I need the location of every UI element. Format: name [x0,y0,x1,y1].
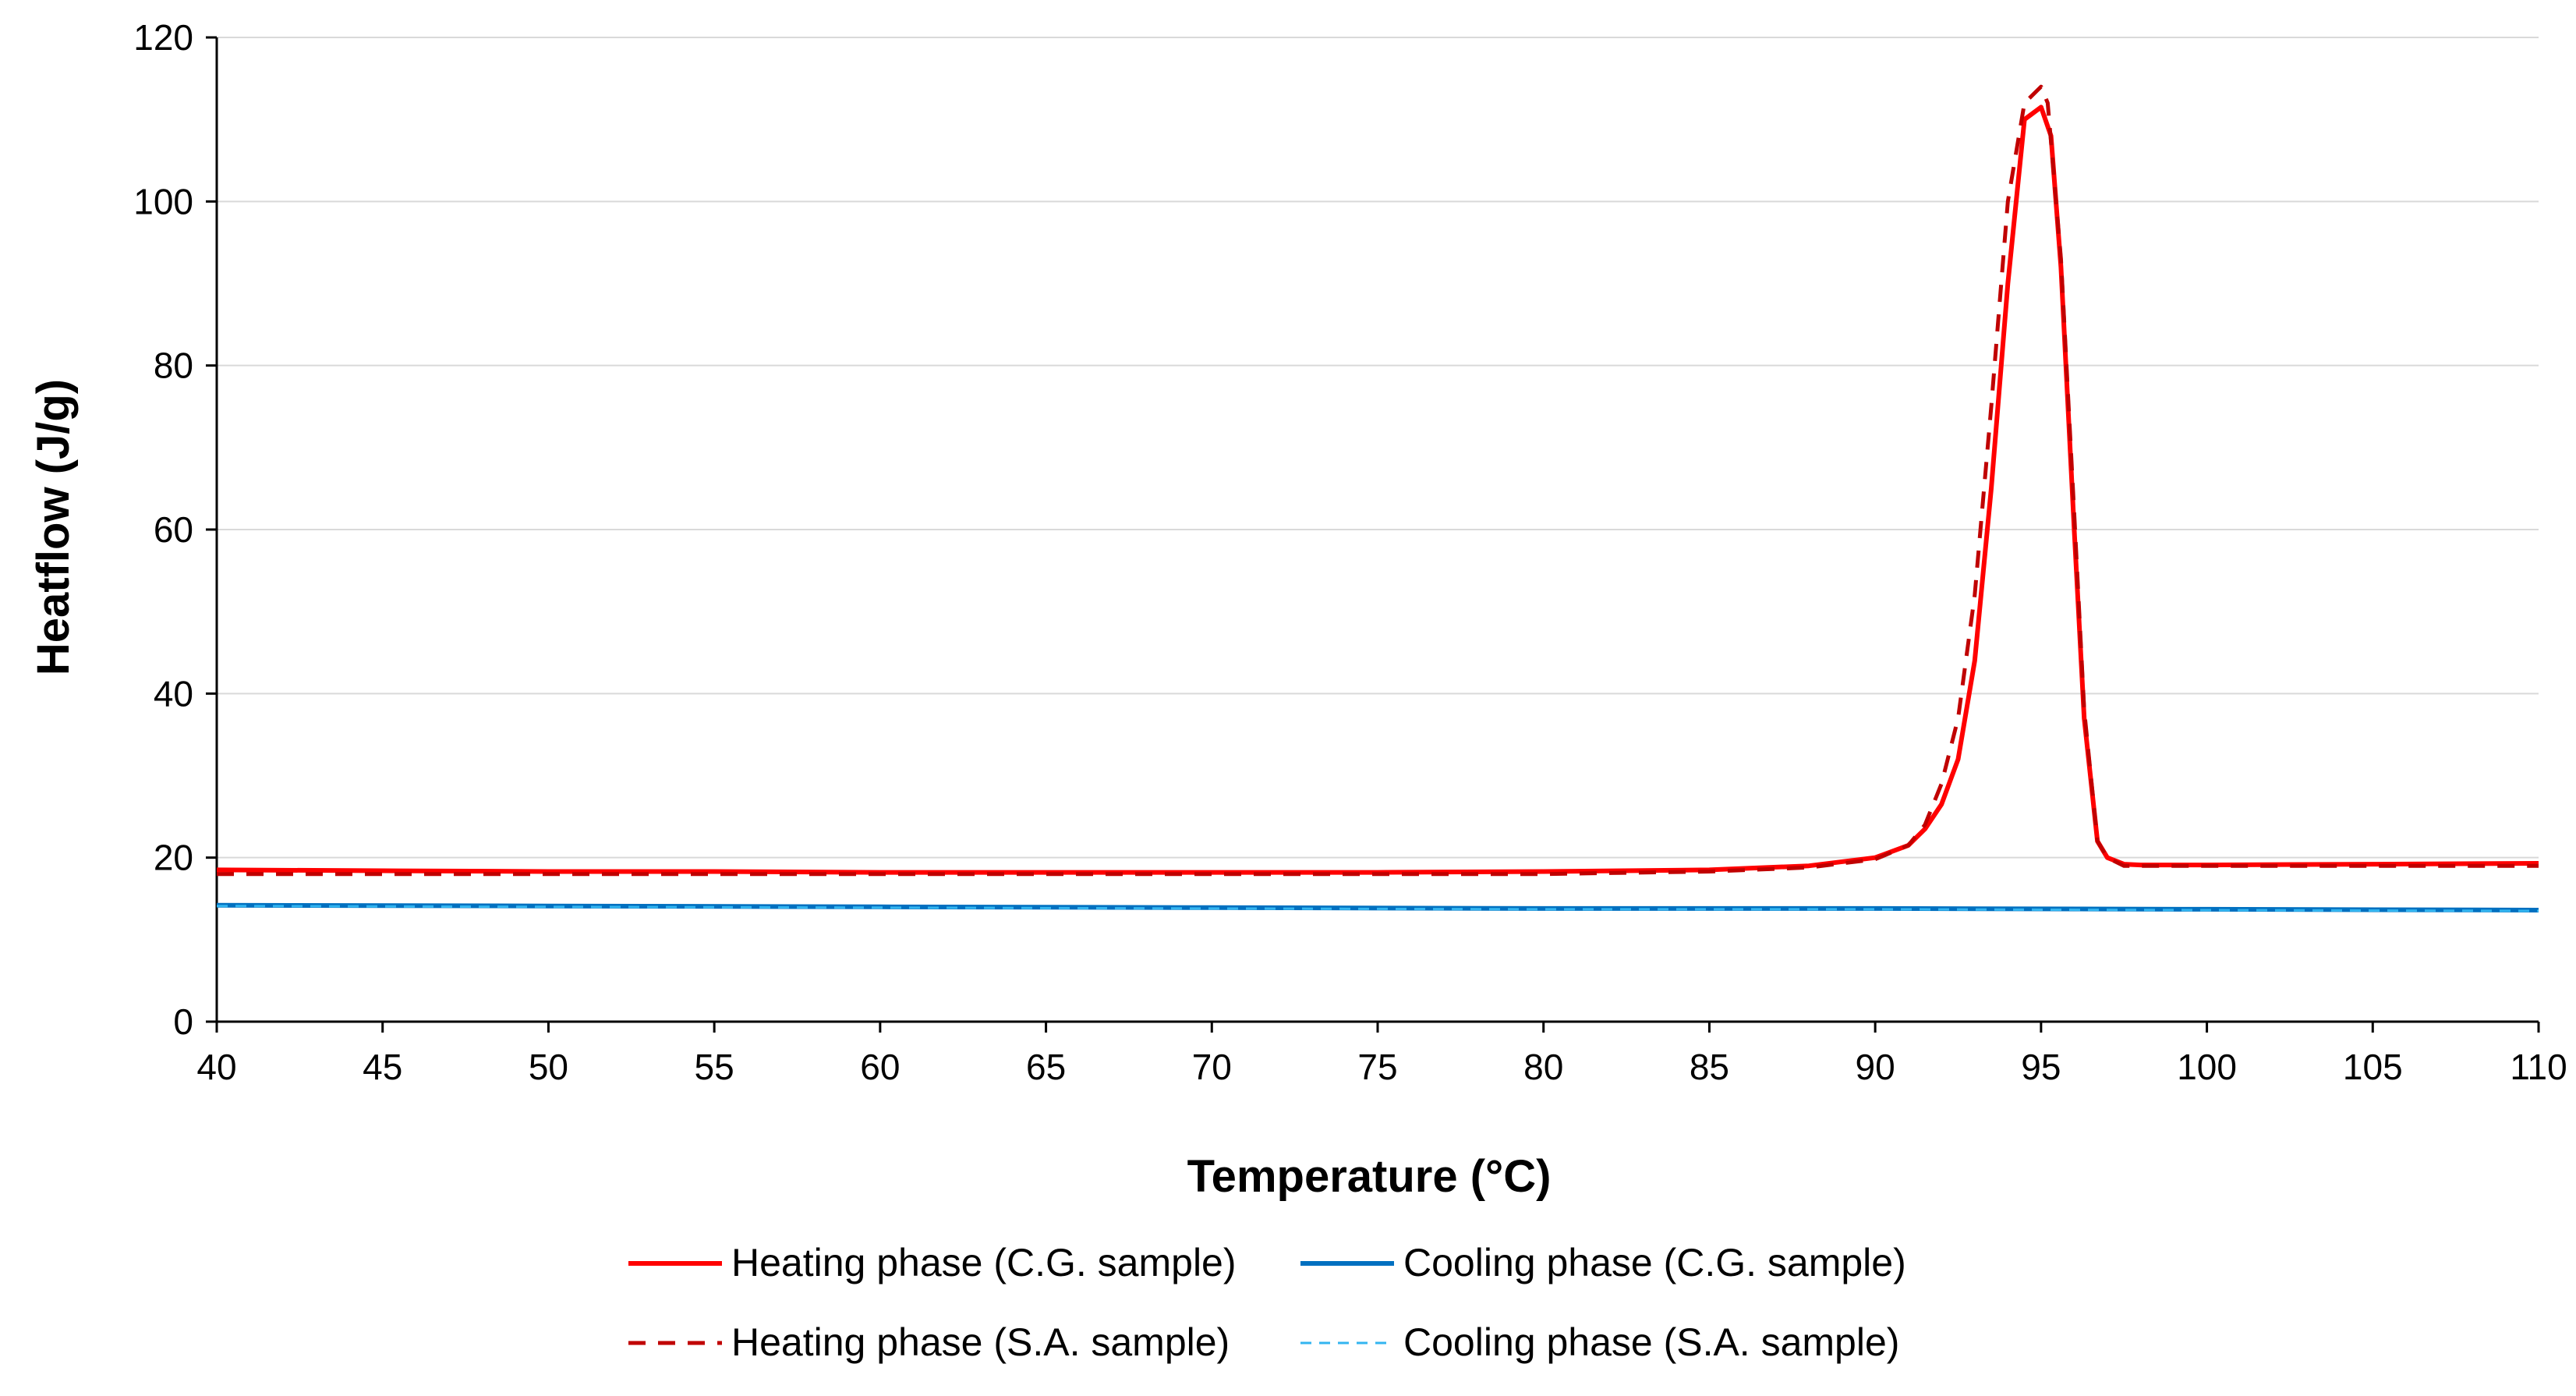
x-tick-label-50: 50 [529,1047,568,1087]
x-tick-label-70: 70 [1192,1047,1232,1087]
y-tick-label-120: 120 [133,17,193,58]
x-tick-label-40: 40 [196,1047,236,1087]
tick-layer: 0 20 40 60 80 100 120 40 45 50 55 60 65 70 75 80 85 90 95 1… [133,17,2567,1087]
x-tick-label-75: 75 [1357,1047,1397,1087]
series-layer [216,84,2539,912]
x-tick-label-55: 55 [695,1047,734,1087]
legend: Heating phase (C.G. sample) Cooling phase… [628,1241,1906,1364]
x-tick-label-45: 45 [363,1047,402,1087]
x-tick-label-95: 95 [2021,1047,2061,1087]
x-tick-label-90: 90 [1856,1047,1895,1087]
legend-label-cooling-phase-s-a-sample: Cooling phase (S.A. sample) [1403,1320,1899,1364]
y-tick-label-0: 0 [173,1001,193,1042]
y-tick-label-40: 40 [154,673,193,714]
legend-label-heating-phase-c-g-sample: Heating phase (C.G. sample) [731,1241,1237,1284]
x-axis-title: Temperature (°C) [1187,1151,1552,1202]
legend-label-heating-phase-s-a-sample: Heating phase (S.A. sample) [731,1320,1230,1364]
y-tick-label-100: 100 [133,181,193,221]
x-tick-label-85: 85 [1690,1047,1729,1087]
y-tick-label-80: 80 [154,345,193,386]
series-line-heating-phase-c-g-sample [216,105,2539,875]
series-line-cooling-phase-s-a-sample [216,905,2539,912]
legend-label-cooling-phase-c-g-sample: Cooling phase (C.G. sample) [1403,1241,1906,1284]
x-tick-label-100: 100 [2177,1047,2237,1087]
x-tick-label-110: 110 [2510,1047,2567,1087]
y-tick-label-60: 60 [154,509,193,550]
x-tick-label-80: 80 [1523,1047,1563,1087]
grid-layer [217,37,2539,859]
series-line-heating-phase-s-a-sample [217,84,2539,877]
x-tick-label-60: 60 [860,1047,900,1087]
x-tick-label-65: 65 [1026,1047,1066,1087]
x-tick-label-105: 105 [2343,1047,2403,1087]
y-tick-label-20: 20 [154,838,193,878]
y-axis-title: Heatflow (J/g) [28,379,79,675]
